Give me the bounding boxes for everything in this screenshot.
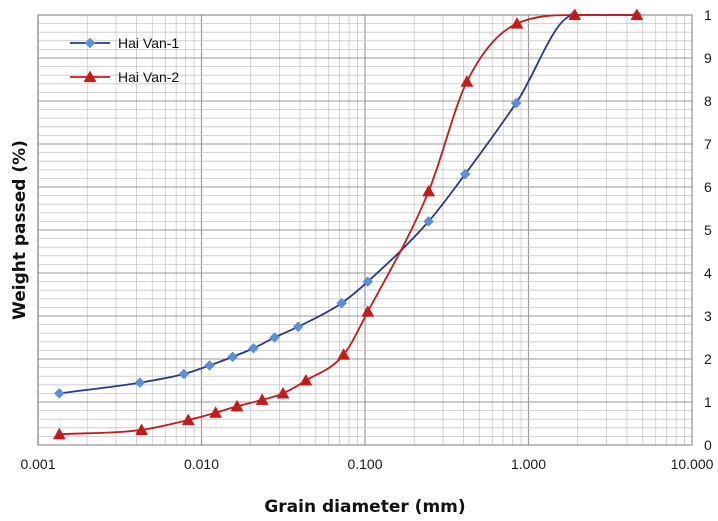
y-tick-label: 4 <box>704 265 712 281</box>
x-tick-label: 0.100 <box>347 456 382 472</box>
y-tick-label: 7 <box>704 136 712 152</box>
hai-van-1-point <box>248 342 259 354</box>
hai-van-1-point <box>269 332 280 343</box>
legend-label: Hai Van-2 <box>118 69 179 85</box>
y-tick-label: 8 <box>704 93 712 109</box>
hai-van-2-line <box>59 14 637 436</box>
hai-van-2-point <box>568 8 582 21</box>
legend-item-hai-van-2: Hai Van-2 <box>70 69 179 85</box>
hai-van-2-point <box>276 386 290 399</box>
hai-van-2-point <box>135 423 148 435</box>
series-group <box>52 8 644 440</box>
hai-van-1-point <box>336 297 348 309</box>
hai-van-1-point <box>362 276 374 287</box>
hai-van-1-point <box>227 351 238 363</box>
legend-hai-van-1-point <box>84 37 96 49</box>
legend: Hai Van-1 Hai Van-2 <box>70 35 179 85</box>
hai-van-2-point <box>299 373 313 386</box>
plot-area <box>37 14 693 446</box>
hai-van-2-point <box>361 305 375 317</box>
legend-hai-van-2-point <box>83 70 97 83</box>
gridlines <box>37 14 692 446</box>
hai-van-2-point <box>255 393 269 405</box>
hai-van-1-point <box>510 97 522 109</box>
y-tick-label: 2 <box>704 351 712 367</box>
x-tick-label: 1.000 <box>511 456 546 472</box>
x-tick-label: 0.001 <box>20 456 55 472</box>
hai-van-1-point <box>423 216 434 227</box>
y-axis-title: Weight passed (%) <box>10 140 30 320</box>
x-tick-labels: 0.001 0.010 0.100 1.000 10.000 <box>20 456 713 472</box>
y-tick-label: 9 <box>704 50 712 66</box>
legend-item-hai-van-1: Hai Van-1 <box>70 35 179 51</box>
series-hai-van-1 <box>53 9 643 399</box>
hai-van-2-point <box>52 427 66 440</box>
y-tick-label: 5 <box>704 222 712 238</box>
hai-van-2-point <box>510 17 524 29</box>
hai-van-2-point <box>230 399 244 412</box>
y-tick-label: 1 <box>704 7 712 23</box>
series-hai-van-2 <box>52 8 644 440</box>
hai-van-1-point <box>459 168 471 180</box>
hai-van-2-point <box>337 348 351 360</box>
hai-van-2-point <box>181 413 195 426</box>
y-tick-label: 6 <box>704 179 712 195</box>
y-tick-label: 0 <box>704 437 712 453</box>
hai-van-2-point <box>422 184 436 197</box>
y-tick-label: 3 <box>704 308 712 324</box>
y-tick-label: 1 <box>704 394 712 410</box>
hai-van-1-point <box>178 368 190 380</box>
hai-van-1-point <box>292 321 304 333</box>
hai-van-2-point <box>460 75 474 87</box>
hai-van-2-point <box>209 406 223 418</box>
y-tick-labels: 0 1 2 3 4 5 6 7 8 9 1 <box>704 7 712 453</box>
hai-van-2-point <box>630 8 644 21</box>
x-axis-title: Grain diameter (mm) <box>264 497 465 517</box>
x-tick-label: 0.010 <box>184 456 219 472</box>
hai-van-1-point <box>134 377 146 389</box>
x-tick-label: 10.000 <box>671 456 714 472</box>
legend-label: Hai Van-1 <box>118 35 179 51</box>
hai-van-1-point <box>204 360 215 371</box>
hai-van-1-point <box>53 388 65 399</box>
hai-van-1-line <box>59 14 637 395</box>
